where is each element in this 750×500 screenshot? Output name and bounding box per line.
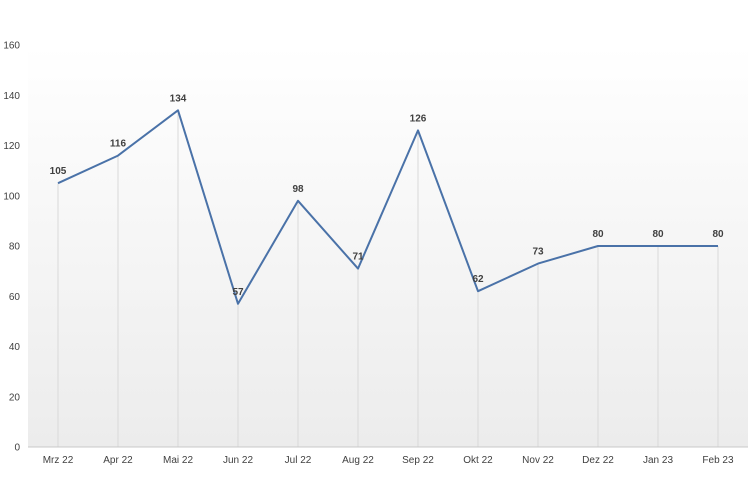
gridlines bbox=[57, 110, 719, 447]
data-label: 73 bbox=[532, 247, 544, 258]
x-tick-label: Aug 22 bbox=[342, 455, 374, 466]
y-tick-label: 20 bbox=[9, 392, 21, 403]
series-line bbox=[57, 109, 718, 305]
x-tick-label: Feb 23 bbox=[702, 455, 734, 466]
data-label: 134 bbox=[170, 93, 187, 104]
y-tick-label: 60 bbox=[9, 292, 21, 303]
x-tick-label: Nov 22 bbox=[522, 455, 554, 466]
y-tick-label: 40 bbox=[9, 342, 21, 353]
y-tick-label: 160 bbox=[3, 41, 20, 52]
x-axis-ticks: Mrz 22 Apr 22 Mai 22 Jun 22 Jul 22 Aug 22 Sep … bbox=[43, 455, 734, 466]
x-tick-label: Dez 22 bbox=[582, 455, 614, 466]
x-tick-label: Mai 22 bbox=[163, 455, 193, 466]
data-label: 105 bbox=[50, 166, 67, 177]
x-tick-label: Jul 22 bbox=[285, 455, 312, 466]
data-label: 80 bbox=[712, 229, 724, 240]
data-label: 126 bbox=[410, 113, 427, 124]
x-tick-label: Sep 22 bbox=[402, 455, 434, 466]
y-tick-label: 140 bbox=[3, 91, 20, 102]
x-tick-label: Okt 22 bbox=[463, 455, 493, 466]
data-label: 116 bbox=[110, 139, 127, 150]
x-tick-label: Jan 23 bbox=[643, 455, 673, 466]
data-label: 80 bbox=[652, 229, 664, 240]
y-tick-label: 120 bbox=[3, 141, 20, 152]
y-tick-label: 0 bbox=[14, 443, 20, 454]
data-label: 71 bbox=[352, 252, 364, 263]
data-label: 62 bbox=[472, 274, 484, 285]
data-label: 57 bbox=[232, 287, 244, 298]
x-tick-label: Jun 22 bbox=[223, 455, 253, 466]
data-labels: 105 116 134 57 98 71 126 62 73 80 80 80 bbox=[50, 93, 724, 297]
y-tick-label: 100 bbox=[3, 191, 20, 202]
x-tick-label: Apr 22 bbox=[103, 455, 133, 466]
data-label: 80 bbox=[592, 229, 604, 240]
data-label: 98 bbox=[292, 184, 304, 195]
x-tick-label: Mrz 22 bbox=[43, 455, 74, 466]
y-tick-label: 80 bbox=[9, 242, 21, 253]
y-axis-ticks: 0 20 40 60 80 100 120 140 160 bbox=[3, 41, 20, 454]
